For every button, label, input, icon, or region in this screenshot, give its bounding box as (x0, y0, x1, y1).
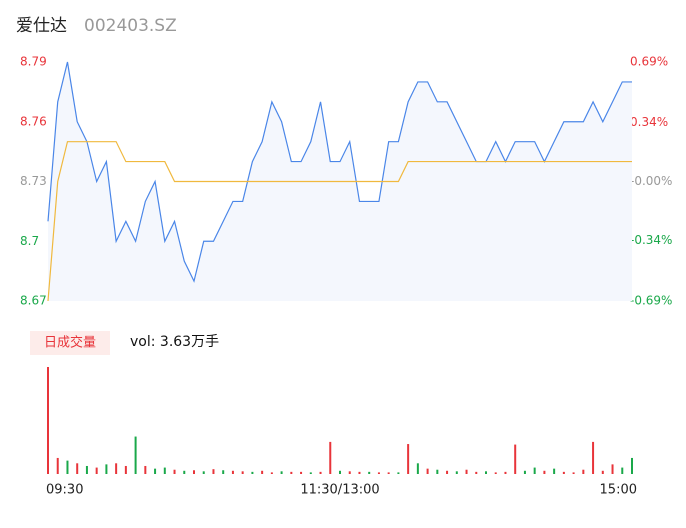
volume-bar (173, 469, 176, 474)
y2-tick-label: 0.34% (630, 115, 668, 129)
y-tick-label: 8.76 (20, 114, 47, 128)
x-tick-label: 09:30 (46, 483, 83, 498)
y-tick-label: 8.73 (20, 174, 47, 188)
y-tick-label: 8.7 (20, 234, 39, 248)
volume-bar (455, 471, 458, 474)
volume-bar (621, 467, 624, 474)
volume-bar (553, 468, 556, 474)
volume-bar (348, 471, 351, 474)
volume-bar (154, 468, 157, 474)
volume-bar (85, 465, 88, 474)
volume-bar (134, 436, 137, 474)
y2-tick-label: 0.69% (630, 55, 668, 69)
volume-bar (300, 471, 303, 474)
volume-bar (95, 467, 98, 474)
volume-bar (416, 463, 419, 474)
chart-title: 爱仕达 (16, 16, 67, 36)
volume-bar (407, 444, 410, 474)
volume-bar (309, 472, 312, 474)
volume-bar (611, 464, 614, 474)
y2-tick-label: -0.00% (630, 174, 672, 188)
volume-bar (572, 472, 575, 474)
volume-label-bg (30, 331, 110, 355)
volume-bar (202, 471, 205, 474)
volume-text: vol: 3.63万手 (130, 334, 219, 350)
volume-bar (475, 471, 478, 474)
volume-bar (504, 471, 507, 474)
volume-bar (144, 465, 147, 474)
volume-bar (193, 470, 195, 474)
volume-bar (426, 468, 429, 474)
volume-bar (183, 470, 186, 474)
average-line (47, 141, 632, 302)
volume-bar (465, 469, 468, 474)
volume-bar (485, 471, 487, 474)
volume-bar (543, 470, 546, 474)
volume-bar (251, 471, 254, 474)
volume-label: 日成交量 (44, 335, 96, 351)
volume-bar (56, 457, 59, 474)
volume-bar (163, 467, 166, 474)
volume-bar (387, 472, 390, 474)
y-tick-label: 8.79 (20, 55, 47, 69)
volume-bar (280, 471, 283, 474)
volume-bar (47, 367, 49, 474)
volume-bar (261, 470, 264, 474)
chart-subtitle: 002403.SZ (84, 16, 177, 36)
y2-tick-label: -0.34% (630, 233, 672, 247)
volume-bar (339, 470, 341, 474)
volume-bar (115, 463, 118, 474)
volume-bar (76, 463, 79, 474)
volume-bar (592, 441, 595, 474)
volume-bar (212, 469, 215, 474)
volume-bar (436, 469, 439, 474)
x-tick-label: 15:00 (600, 483, 637, 498)
volume-bar (329, 441, 332, 474)
y2-tick-label: -0.69% (630, 294, 672, 308)
volume-bar (241, 471, 244, 474)
volume-bar (631, 457, 633, 474)
volume-bar (231, 470, 234, 474)
volume-bar (562, 471, 565, 474)
volume-bar (494, 472, 497, 474)
volume-bar (270, 472, 273, 474)
volume-bar (601, 470, 604, 474)
y-tick-label: 8.67 (20, 294, 47, 308)
volume-bar (290, 471, 293, 474)
volume-bar (319, 471, 322, 474)
x-tick-label: 11:30/13:00 (300, 483, 379, 498)
volume-bar (533, 467, 536, 474)
volume-bar (358, 471, 361, 474)
volume-bar (105, 464, 108, 474)
volume-bar (446, 470, 449, 474)
volume-bar (582, 469, 585, 474)
volume-bar (222, 470, 225, 474)
volume-bar (514, 444, 517, 474)
price-line (47, 61, 632, 283)
volume-bar (397, 472, 400, 474)
volume-bar (124, 465, 127, 474)
volume-bar (66, 460, 69, 474)
volume-bar (523, 470, 526, 474)
volume-bar (368, 471, 371, 474)
volume-bar (377, 472, 380, 474)
